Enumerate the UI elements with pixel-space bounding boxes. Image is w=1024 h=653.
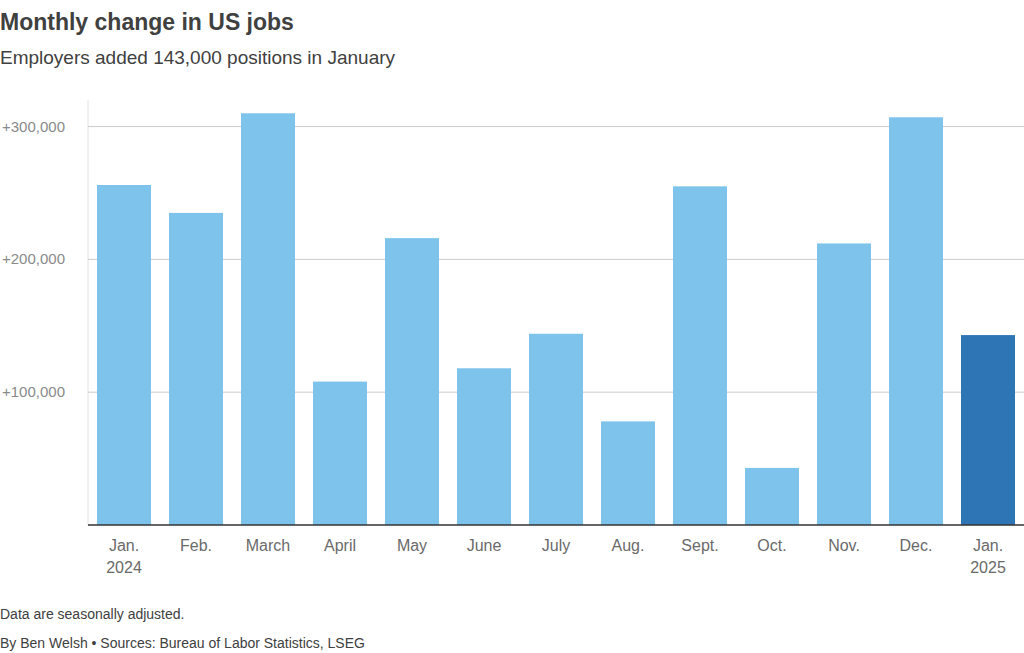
x-tick-label-line: June <box>467 537 502 554</box>
note: Data are seasonally adjusted. <box>0 606 184 622</box>
x-tick-label-line: Sept. <box>681 537 718 554</box>
x-tick-label: Sept. <box>681 537 718 554</box>
x-tick-label-line: Feb. <box>180 537 212 554</box>
grid-line <box>88 259 1024 260</box>
bar <box>745 468 799 525</box>
bar <box>97 185 151 525</box>
x-tick-label: Jan. 2024 <box>106 537 142 576</box>
x-tick-label: July <box>542 537 570 554</box>
x-tick-label-line: Dec. <box>900 537 933 554</box>
x-tick-label-line: 2024 <box>106 559 142 576</box>
x-tick-label: Aug. <box>612 537 645 554</box>
baseline <box>88 524 1024 526</box>
x-tick-label-line: Jan. <box>973 537 1003 554</box>
x-tick-label: April <box>324 537 356 554</box>
y-tick-label: +100,000 <box>2 383 65 400</box>
grid-line <box>88 126 1024 127</box>
bar <box>529 334 583 525</box>
y-tick-label: +300,000 <box>2 118 65 135</box>
bar <box>457 368 511 525</box>
x-tick-label: Jan. 2025 <box>970 537 1006 576</box>
x-tick-label: June <box>467 537 502 554</box>
x-tick-label-line: Aug. <box>612 537 645 554</box>
x-tick-label: March <box>246 537 290 554</box>
bars <box>97 113 1015 525</box>
x-tick-label: Oct. <box>757 537 786 554</box>
bar <box>961 335 1015 525</box>
x-tick-label-line: March <box>246 537 290 554</box>
chart: Monthly change in US jobs Employers added… <box>0 0 1024 653</box>
x-tick-label: May <box>397 537 427 554</box>
bar <box>385 238 439 525</box>
title: Monthly change in US jobs <box>0 9 294 35</box>
x-tick-label-line: 2025 <box>970 559 1006 576</box>
x-tick-label-line: Nov. <box>828 537 860 554</box>
x-tick-label-line: July <box>542 537 570 554</box>
bar <box>601 421 655 525</box>
y-tick-label: +200,000 <box>2 250 65 267</box>
x-tick-label-line: May <box>397 537 427 554</box>
bar <box>817 243 871 525</box>
x-tick-label-line: Jan. <box>109 537 139 554</box>
x-tick-label-line: Oct. <box>757 537 786 554</box>
x-tick-label-line: April <box>324 537 356 554</box>
bar <box>673 186 727 525</box>
y-axis-line <box>88 100 89 525</box>
x-tick-label: Nov. <box>828 537 860 554</box>
bar <box>313 382 367 525</box>
x-tick-label: Feb. <box>180 537 212 554</box>
source: By Ben Welsh • Sources: Bureau of Labor … <box>0 635 365 651</box>
subtitle: Employers added 143,000 positions in Jan… <box>0 47 396 68</box>
bar <box>241 113 295 525</box>
bar <box>169 213 223 525</box>
bar <box>889 117 943 525</box>
x-tick-label: Dec. <box>900 537 933 554</box>
